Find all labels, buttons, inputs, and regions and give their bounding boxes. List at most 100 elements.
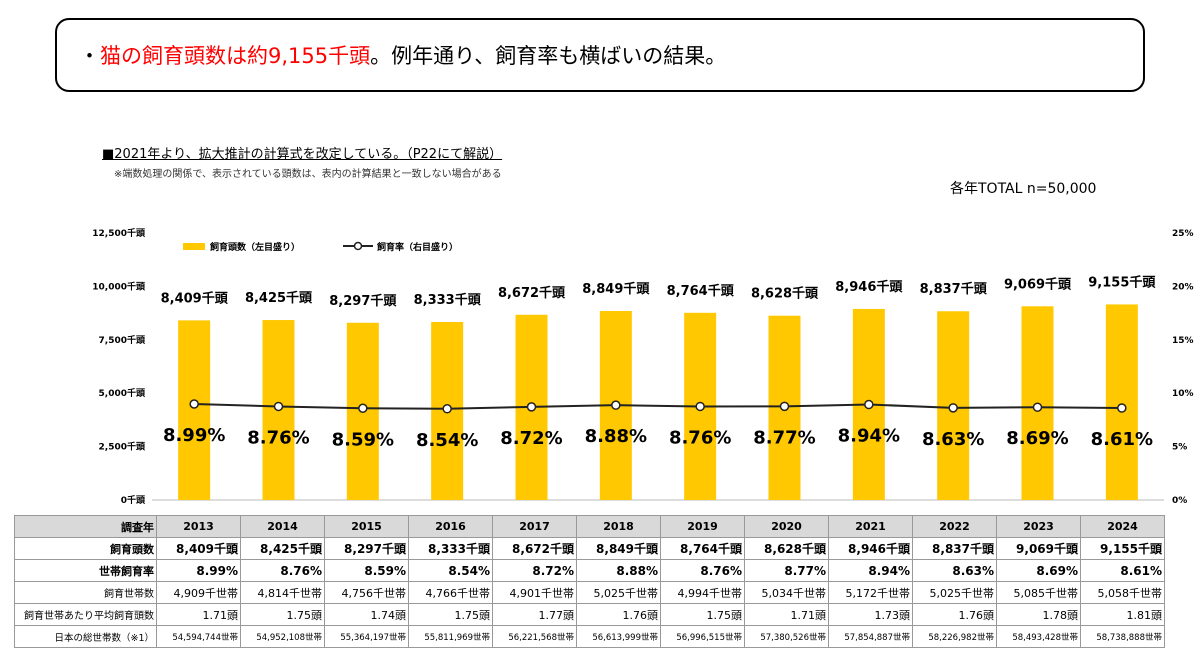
table-cell: 58,226,982世帯 xyxy=(912,625,997,648)
right-axis-tick-label: 25% xyxy=(1172,229,1194,239)
right-axis-tick-label: 0% xyxy=(1172,496,1187,506)
table-cell: 1.77頭 xyxy=(492,603,577,626)
table-cell: 1.71頭 xyxy=(744,603,829,626)
legend-line-marker xyxy=(353,241,363,251)
bar-value-label: 9,069千頭 xyxy=(1004,276,1072,292)
rate-point-2019 xyxy=(695,401,705,412)
table-cell: 8,837千頭 xyxy=(912,537,997,560)
table-cell: 55,364,197世帯 xyxy=(324,625,409,648)
table-cell: 1.76頭 xyxy=(912,603,997,626)
legend-bar-swatch xyxy=(183,243,205,250)
table-cell: 8.77% xyxy=(744,559,829,582)
table-cell: 4,766千世帯 xyxy=(408,581,493,604)
row-header: 世帯飼育率 xyxy=(14,559,157,582)
table-cell: 5,025千世帯 xyxy=(576,581,661,604)
table-cell: 58,493,428世帯 xyxy=(996,625,1081,648)
right-axis-tick-label: 5% xyxy=(1172,443,1187,453)
table-cell: 8,333千頭 xyxy=(408,537,493,560)
cat-ownership-chart: 0千頭 2,500千頭 5,000千頭 7,500千頭 10,000千頭 12,500千頭… xyxy=(92,227,1194,506)
table-cell: 8,764千頭 xyxy=(660,537,745,560)
headline-rest: 。例年通り、飼育率も横ばいの結果。 xyxy=(370,44,727,68)
bar-value-label: 8,764千頭 xyxy=(667,283,735,299)
data-table: 調査年 2013 2014 2015 2016 2017 2018 2019 2020 2021 2… xyxy=(14,515,1165,648)
rate-point-2016 xyxy=(442,404,452,414)
table-cell: 8,425千頭 xyxy=(240,537,325,560)
table-cell: 2016 xyxy=(408,515,493,538)
rate-point-2013 xyxy=(189,399,199,409)
table-cell: 1.74頭 xyxy=(324,603,409,626)
table-cell: 2024 xyxy=(1080,515,1165,538)
table-cell: 1.75頭 xyxy=(240,603,325,626)
table-cell: 2015 xyxy=(324,515,409,538)
left-axis-tick-label: 12,500千頭 xyxy=(92,227,146,239)
rate-value-label: 8.63% xyxy=(922,429,984,450)
right-axis-tick-label: 10% xyxy=(1172,389,1194,399)
table-cell: 8.76% xyxy=(660,559,745,582)
table-cell: 2018 xyxy=(576,515,661,538)
sample-size-label: 各年TOTAL n=50,000 xyxy=(950,181,1097,197)
table-cell: 2022 xyxy=(912,515,997,538)
table-cell: 56,221,568世帯 xyxy=(492,625,577,648)
rate-value-label: 8.54% xyxy=(416,430,478,451)
rate-line xyxy=(194,402,1122,410)
bar-2024 xyxy=(1105,304,1138,500)
table-cell: 2021 xyxy=(828,515,913,538)
table-cell: 57,854,887世帯 xyxy=(828,625,913,648)
rate-point-2021 xyxy=(864,399,874,410)
rate-point-2024 xyxy=(1117,403,1127,413)
table-cell: 8,628千頭 xyxy=(744,537,829,560)
table-cell: 5,058千世帯 xyxy=(1080,581,1165,604)
table-cell: 56,996,515世帯 xyxy=(660,625,745,648)
table-cell: 2019 xyxy=(660,515,745,538)
rate-point-2014 xyxy=(273,401,284,412)
table-cell: 2013 xyxy=(156,515,241,538)
table-cell: 5,172千世帯 xyxy=(828,581,913,604)
table-cell: 8.72% xyxy=(492,559,577,582)
table-cell: 58,738,888世帯 xyxy=(1080,625,1165,648)
left-axis-tick-label: 7,500千頭 xyxy=(99,334,146,346)
table-cell: 8.63% xyxy=(912,559,997,582)
table-cell: 5,025千世帯 xyxy=(912,581,997,604)
legend-bar-label: 飼育頭数（左目盛り） xyxy=(209,241,300,253)
rate-value-label: 8.77% xyxy=(753,427,815,448)
table-cell: 1.76頭 xyxy=(576,603,661,626)
rate-point-2018 xyxy=(611,400,621,410)
table-cell: 9,155千頭 xyxy=(1080,537,1165,560)
rate-point-2017 xyxy=(526,402,537,412)
table-cell: 8.54% xyxy=(408,559,493,582)
bar-value-label: 8,333千頭 xyxy=(414,292,482,308)
rate-value-label: 8.99% xyxy=(163,425,225,446)
table-cell: 2017 xyxy=(492,515,577,538)
rate-point-2023 xyxy=(1032,402,1043,412)
rate-value-label: 8.59% xyxy=(332,429,394,450)
row-header: 飼育世帯あたり平均飼育頭数 xyxy=(14,603,157,626)
bar-value-label: 8,946千頭 xyxy=(835,279,903,295)
table-cell: 8,409千頭 xyxy=(156,537,241,560)
legend-line-label: 飼育率（右目盛り） xyxy=(376,241,458,253)
table-cell: 8.69% xyxy=(996,559,1081,582)
table-row: 日本の総世帯数（※1） 54,594,744世帯 54,952,108世帯 55,36… xyxy=(14,625,1165,648)
table-cell: 1.81頭 xyxy=(1080,603,1165,626)
rate-value-label: 8.76% xyxy=(247,427,309,448)
right-axis-tick-label: 20% xyxy=(1172,282,1194,292)
table-cell: 1.75頭 xyxy=(408,603,493,626)
rate-value-label: 8.61% xyxy=(1091,429,1153,450)
table-cell: 5,085千世帯 xyxy=(996,581,1081,604)
table-cell: 4,901千世帯 xyxy=(492,581,577,604)
bar-value-label: 9,155千頭 xyxy=(1088,274,1156,290)
headline: ・猫の飼育頭数は約9,155千頭。例年通り、飼育率も横ばいの結果。 xyxy=(79,40,726,70)
table-cell: 1.75頭 xyxy=(660,603,745,626)
rate-point-2015 xyxy=(358,403,368,414)
row-header: 飼育頭数 xyxy=(14,537,157,560)
table-cell: 4,756千世帯 xyxy=(324,581,409,604)
table-row: 調査年 2013 2014 2015 2016 2017 2018 2019 2020 2021 2… xyxy=(14,515,1165,538)
bar-value-label: 8,297千頭 xyxy=(329,293,397,309)
table-cell: 2014 xyxy=(240,515,325,538)
table-cell: 8.76% xyxy=(240,559,325,582)
right-axis-tick-label: 15% xyxy=(1172,336,1194,346)
table-cell: 1.73頭 xyxy=(828,603,913,626)
table-cell: 5,034千世帯 xyxy=(744,581,829,604)
rate-value-label: 8.76% xyxy=(669,427,731,448)
table-cell: 1.71頭 xyxy=(156,603,241,626)
left-axis-tick-label: 5,000千頭 xyxy=(99,387,146,399)
